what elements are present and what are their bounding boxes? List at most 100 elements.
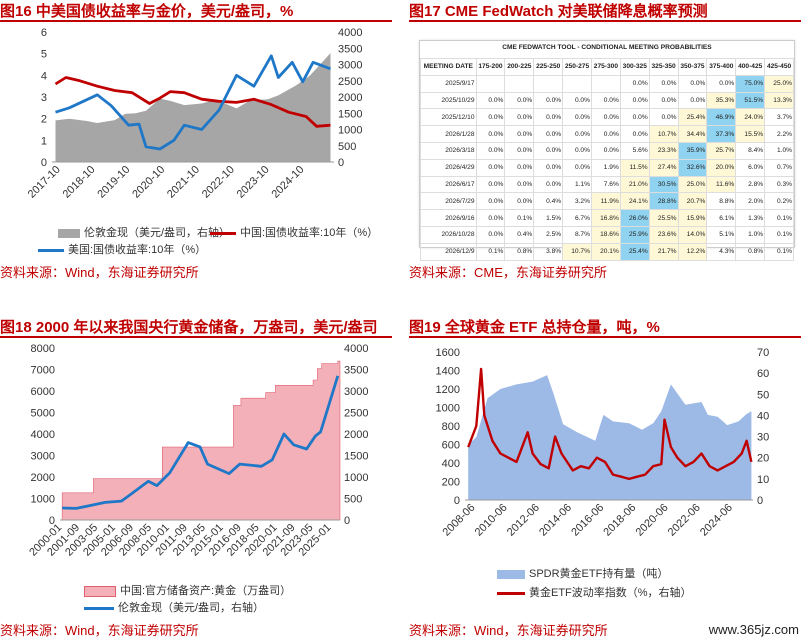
y-tick-label: 2: [41, 114, 47, 126]
legend-item: 黄金ETF波动率指数（%，右轴）: [497, 584, 692, 600]
table-header-cell: 350-375: [677, 58, 708, 76]
chart-18: 0 1000 2000 3000 4000 5000 6000 7000 8000 0 500 100…: [27, 343, 368, 559]
legend-swatch: [38, 248, 64, 252]
prob-cell: 0.0%: [648, 108, 679, 127]
prob-cell: 0.0%: [677, 74, 708, 93]
prob-cell: 0.0%: [706, 74, 737, 93]
figure-title: 图19 全球黄金 ETF 总持仓量，吨，%: [409, 319, 660, 336]
y2-tick-label: 0: [338, 157, 344, 169]
row-date-cell: 2025/12/10: [420, 108, 477, 127]
table-header-cell: 300-325: [619, 58, 650, 76]
row-date-cell: 2026/7/29: [420, 192, 477, 211]
prob-cell: 23.3%: [648, 141, 679, 160]
prob-cell: 15.9%: [677, 209, 708, 227]
prob-cell: 6.1%: [706, 209, 737, 227]
prob-cell: 0.1%: [764, 242, 794, 261]
prob-cell: 1.0%: [764, 141, 794, 160]
prob-cell: 0.0%: [475, 91, 506, 110]
prob-cell: 8.8%: [706, 192, 737, 211]
prob-cell: 2.8%: [735, 175, 766, 194]
prob-cell: 0.0%: [562, 108, 592, 127]
prob-cell: 0.0%: [475, 192, 506, 211]
figure-source: 资料来源：Wind，东海证券研究所: [0, 265, 199, 280]
table-row: 2026/3/18 0.0% 0.0% 0.0% 0.0% 0.0% 5.6% 23.3% 35…: [420, 141, 794, 160]
prob-cell: 25.5%: [648, 209, 679, 227]
prob-cell: 1.1%: [562, 175, 592, 194]
prob-cell: 0.0%: [562, 91, 592, 110]
x-tick-label: 2018-06: [601, 502, 638, 539]
prob-cell: 0.0%: [677, 91, 708, 110]
prob-cell: 1.5%: [533, 209, 564, 227]
y-tick-label: 800: [442, 421, 460, 433]
prob-cell: 1.9%: [590, 158, 621, 177]
y2-tick-label: 500: [338, 141, 356, 153]
prob-cell: 5.6%: [619, 141, 650, 160]
prob-cell: 0.1%: [764, 225, 794, 244]
figure-title: 图16 中美国债收益率与金价，美元/盎司，%: [0, 3, 294, 20]
table-header-cell: 400-425: [735, 58, 766, 76]
legend-item: 伦敦金现（美元/盎司，右轴）: [58, 224, 230, 240]
legend-18: 中国:官方储备资产:黄金（万盎司） 伦敦金现（美元/盎司，右轴）: [0, 579, 392, 615]
prob-cell: 0.4%: [504, 225, 535, 244]
table-header-cell: 325-350: [648, 58, 679, 76]
series-line: [62, 375, 340, 510]
prob-cell: 0.0%: [533, 158, 564, 177]
y2-tick-label: 1000: [344, 472, 368, 484]
table-row: 2026/9/16 0.0% 0.1% 1.5% 6.7% 16.8% 26.0% 25.5%…: [420, 209, 794, 227]
figure-title: 图17 CME FedWatch 对美联储降息概率预测: [409, 3, 708, 20]
legend-swatch: [84, 606, 114, 610]
prob-cell: [590, 74, 621, 93]
x-tick-label: 2020-06: [634, 502, 671, 539]
prob-cell: 16.8%: [590, 209, 621, 227]
legend-swatch: [497, 569, 525, 579]
prob-cell: 20.7%: [677, 192, 708, 211]
y-tick-label: 5000: [31, 408, 55, 420]
prob-cell: 27.4%: [648, 158, 679, 177]
y-tick-label: 7000: [31, 365, 55, 377]
prob-cell: 0.0%: [475, 108, 506, 127]
figure-title: 图18 2000 年以来我国央行黄金储备，万盎司，美元/盎司: [0, 319, 378, 336]
y-tick-label: 8000: [31, 343, 55, 355]
prob-cell: 0.0%: [475, 125, 506, 143]
title-rule: [409, 336, 801, 338]
y-tick-label: 5: [41, 49, 47, 61]
prob-cell: 0.0%: [504, 108, 535, 127]
title-rule: [0, 336, 392, 338]
row-date-cell: 2025/10/29: [420, 91, 477, 110]
prob-cell: 0.0%: [590, 141, 621, 160]
y2-tick-label: 10: [757, 474, 769, 486]
prob-cell: 2.0%: [735, 192, 766, 211]
y2-tick-label: 30: [757, 432, 769, 444]
table-row: 2026/4/29 0.0% 0.0% 0.0% 0.0% 1.9% 11.5% 27.4% 3…: [420, 158, 794, 177]
row-date-cell: 2026/1/28: [420, 125, 477, 143]
x-tick-label: 2014-06: [537, 502, 574, 539]
y2-tick-label: 0: [344, 515, 350, 527]
prob-cell: 0.0%: [504, 175, 535, 194]
table-header-cell: MEETING DATE: [420, 58, 477, 76]
prob-cell: 24.1%: [619, 192, 650, 211]
legend-item: 伦敦金现（美元/盎司，右轴）: [84, 599, 264, 615]
y2-tick-label: 20: [757, 453, 769, 465]
legend-swatch: [58, 228, 80, 238]
chart-19: 0 200 400 600 800 1000 1200 1400 1600 0 10 20 30 40 50…: [436, 347, 770, 539]
y2-tick-label: 3500: [338, 43, 362, 55]
row-date-cell: 2026/3/18: [420, 141, 477, 160]
x-tick-label: 2008-06: [441, 502, 478, 539]
prob-cell: 1.3%: [735, 209, 766, 227]
figure-18: 图18 2000 年以来我国央行黄金储备，万盎司，美元/盎司 0 1000 2000…: [0, 316, 392, 639]
prob-cell: 0.1%: [504, 209, 535, 227]
series-area: [468, 375, 752, 500]
prob-cell: 37.3%: [706, 125, 737, 143]
table-row: 2025/9/17 0.0% 0.0% 0.0% 0.0% 75.0% 25.0%: [420, 74, 794, 93]
y-tick-label: 4000: [31, 429, 55, 441]
figure-source: 资料来源：Wind，东海证券研究所: [0, 623, 199, 638]
legend-19: SPDR黄金ETF持有量（吨） 黄金ETF波动率指数（%，右轴）: [409, 562, 801, 602]
legend-item: 美国:国债收益率:10年（%）: [38, 241, 206, 257]
prob-cell: 25.0%: [764, 74, 794, 93]
x-tick-label: 2018-10: [61, 164, 98, 201]
y-tick-label: 1200: [436, 384, 460, 396]
series-line: [55, 54, 331, 151]
y-tick-label: 3000: [31, 451, 55, 463]
y-tick-label: 200: [442, 477, 460, 489]
prob-cell: 25.9%: [619, 225, 650, 244]
